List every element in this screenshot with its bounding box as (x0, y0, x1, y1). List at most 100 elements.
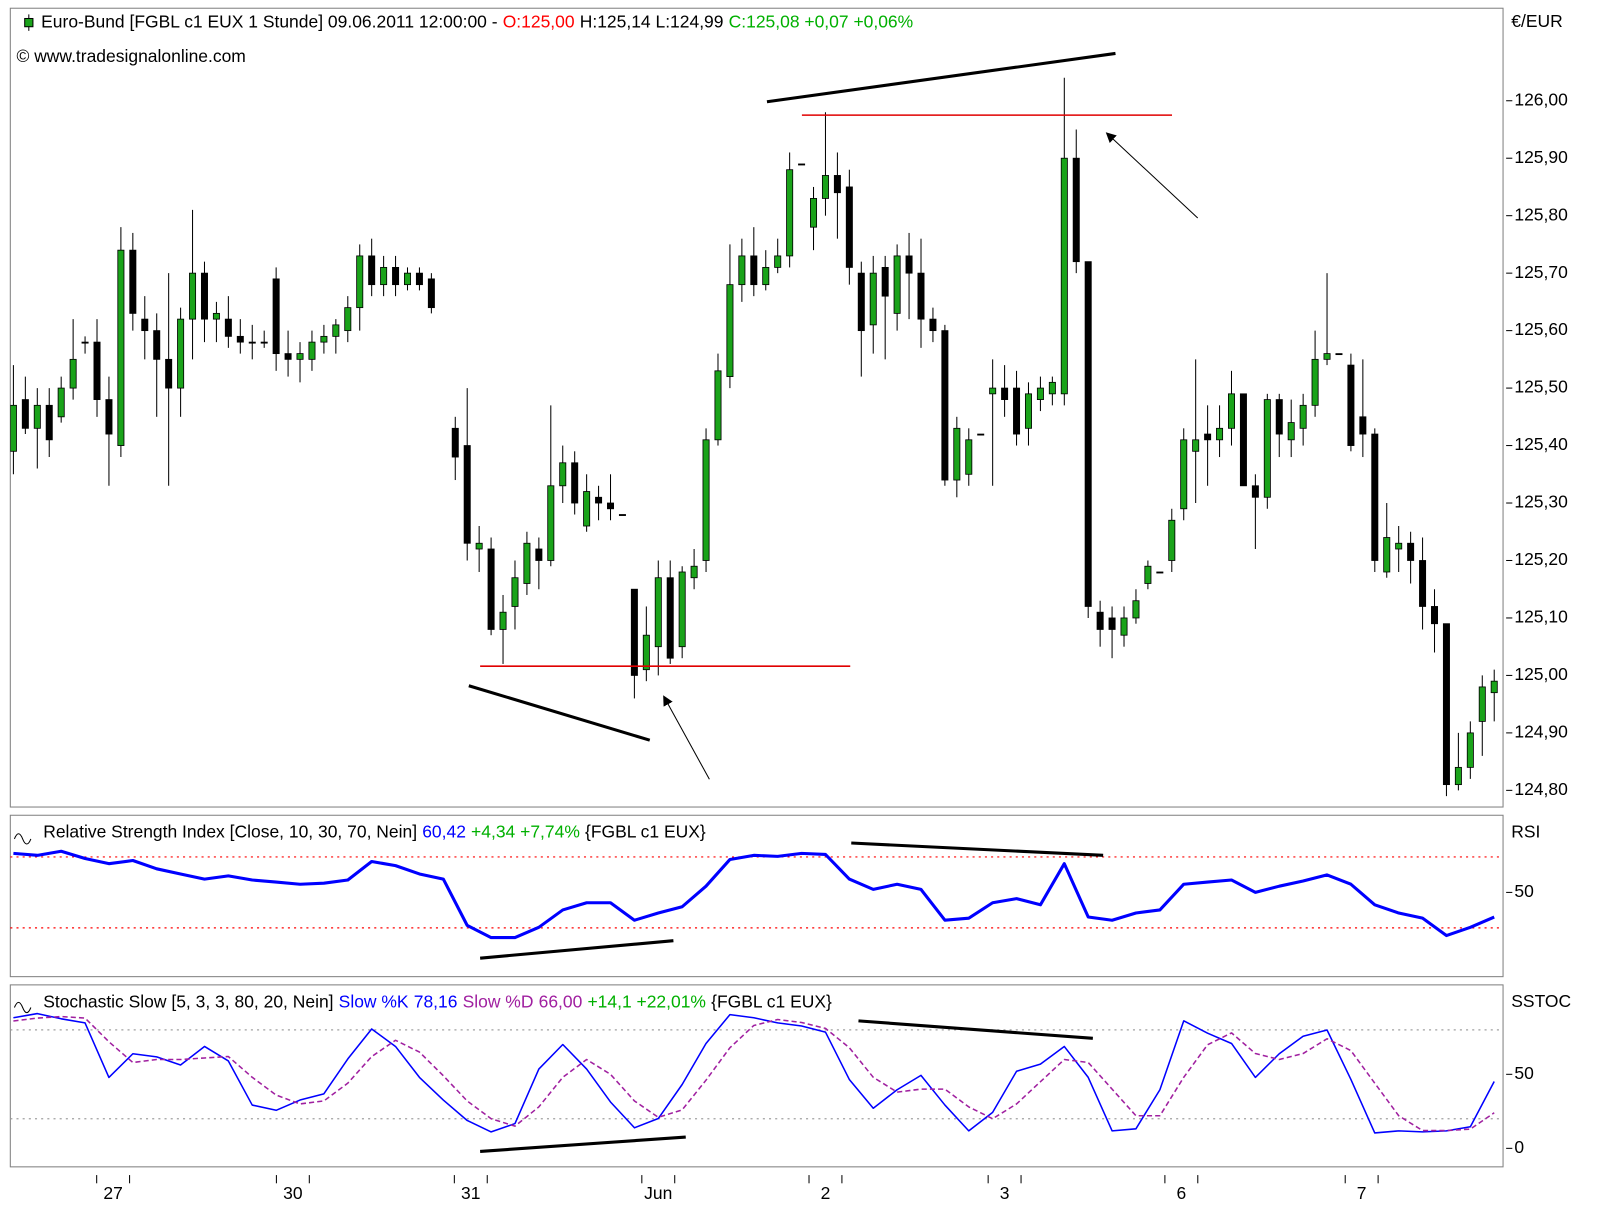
candle-body (308, 341, 316, 360)
candle-body (1168, 519, 1176, 561)
x-tick-label: 30 (283, 1183, 303, 1203)
candle-body (607, 502, 615, 510)
candle-body (618, 514, 626, 516)
x-tick-label: Jun (644, 1183, 672, 1203)
y-tick-label: 125,80 (1514, 204, 1568, 224)
candle-body (989, 387, 997, 395)
candle-body (869, 272, 877, 326)
y-tick-label: 124,90 (1514, 722, 1568, 742)
candle-body (511, 577, 519, 607)
candle-body (1096, 611, 1104, 630)
open-label: O:125,00 (503, 11, 575, 31)
candle-body (1216, 427, 1224, 441)
candle-body (1084, 261, 1092, 607)
y-tick-label: 0 (1514, 1137, 1524, 1157)
icon (13, 833, 32, 845)
candle-body (499, 611, 507, 630)
candle-body (1060, 157, 1068, 395)
candle-body (1299, 404, 1307, 429)
candle-body (1383, 537, 1391, 573)
x-tick-label: 31 (461, 1183, 480, 1203)
y-tick-label: 125,40 (1514, 434, 1568, 454)
candle-body (750, 255, 758, 286)
candle-body (1431, 606, 1439, 625)
trend-line (468, 684, 651, 742)
close-label: C:125,08 +0,07 +0,06% (729, 11, 914, 31)
candle-body (153, 330, 161, 360)
candle-body (69, 358, 77, 389)
candle-body (165, 358, 173, 389)
trend-line (479, 939, 674, 960)
candle-body (547, 485, 555, 561)
x-tick-label: 27 (103, 1183, 122, 1203)
candle-body (833, 175, 841, 194)
icon (24, 17, 34, 28)
candle-body (1490, 680, 1498, 694)
candle-body (320, 335, 328, 343)
candle-body (810, 198, 818, 228)
candle-body (941, 330, 949, 481)
y-tick-label: 125,10 (1514, 607, 1568, 627)
candle-body (1419, 560, 1427, 607)
x-tick-label: 7 (1357, 1183, 1367, 1203)
candle-body (1192, 439, 1200, 452)
candle-body (1204, 433, 1212, 441)
candle-body (1311, 358, 1319, 406)
candle-body (1013, 387, 1021, 435)
candle-body (451, 427, 459, 458)
candle-body (272, 278, 280, 355)
y-tick-label: 50 (1514, 1063, 1534, 1083)
candle-body (1466, 732, 1474, 768)
candle-body (523, 542, 531, 584)
title: Relative Strength Index [Close, 10, 30, … (43, 821, 417, 841)
trend-line (480, 1135, 686, 1153)
value-label: 60,42 (422, 821, 466, 841)
series-line (13, 1015, 1495, 1132)
series-name: Slow %K (339, 991, 409, 1011)
candle-body (738, 255, 746, 286)
y-tick-label: 125,00 (1514, 664, 1568, 684)
series-name: Slow %D (463, 991, 534, 1011)
y-tick-label: 125,50 (1514, 377, 1568, 397)
candle-body (117, 249, 125, 446)
candle-body (57, 387, 65, 418)
change-label: +4,34 +7,74% (471, 821, 580, 841)
candle-body (1239, 393, 1247, 487)
series-line (13, 849, 1495, 940)
candle-body (1347, 364, 1355, 446)
candle-body (845, 186, 853, 268)
axis-label: €/EUR (1511, 11, 1562, 31)
candle-body (929, 318, 937, 332)
candle-body (654, 577, 662, 648)
candle-body (1001, 387, 1009, 400)
series-group (13, 1012, 1495, 1134)
candle-body (1132, 600, 1140, 619)
candle-body (487, 548, 495, 630)
candle-body (427, 278, 435, 309)
arrow (1105, 132, 1199, 219)
plot-area: 124,80 124,90 125,00 125,10 125,20 125,30 125,… (9, 7, 1568, 1203)
panel-frame (9, 814, 1504, 978)
candle-body (559, 462, 567, 487)
candle-body (630, 588, 638, 676)
symbol: {FGBL c1 EUX} (711, 991, 832, 1011)
candle-body (129, 249, 137, 314)
candle-body (21, 399, 29, 429)
candle-body (1395, 542, 1403, 550)
candle-body (1227, 393, 1235, 429)
candle-body (678, 571, 686, 648)
candle-body (260, 341, 268, 344)
candle-body (857, 272, 865, 332)
candle-body (774, 255, 782, 268)
icon (13, 1001, 32, 1014)
candle-body (33, 404, 41, 429)
headers: Euro-Bund [FGBL c1 EUX 1 Stunde] 09.06.2… (13, 11, 1571, 1014)
candle-body (1036, 387, 1044, 400)
arrow (663, 695, 710, 780)
candle-body (702, 439, 710, 561)
axis-label: RSI (1511, 821, 1540, 841)
series-group (10, 77, 1498, 797)
candle-body (917, 272, 925, 320)
candle-body (893, 255, 901, 314)
